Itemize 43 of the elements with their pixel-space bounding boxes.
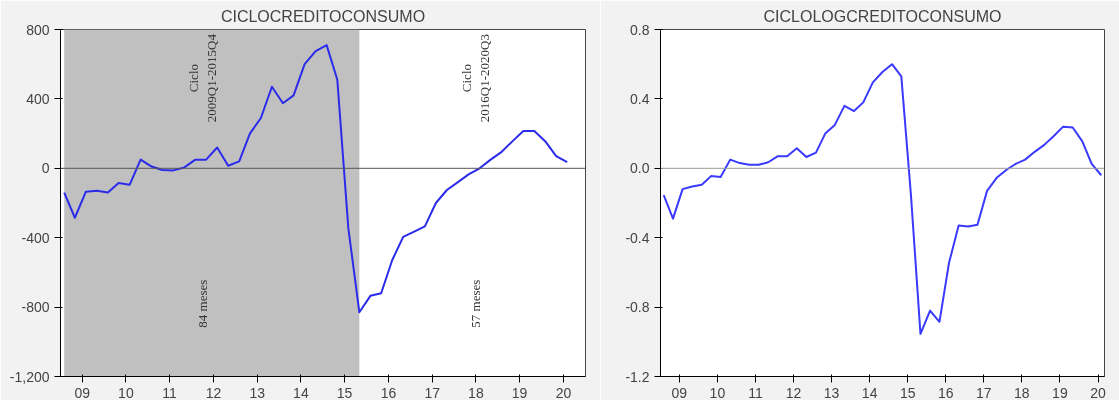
x-tick-label: 14 — [293, 384, 309, 400]
y-tick-label: 400 — [26, 90, 50, 107]
y-tick-label: -1.2 — [625, 368, 650, 385]
x-tick-label: 20 — [555, 384, 572, 400]
x-tick-label: 10 — [709, 384, 726, 400]
y-tick-label: -800 — [21, 299, 50, 316]
x-tick-label: 13 — [823, 384, 840, 400]
x-tick-label: 18 — [1014, 384, 1030, 400]
x-tick-label: 12 — [785, 384, 802, 400]
y-tick-label: -400 — [21, 229, 50, 246]
x-tick-label: 09 — [671, 384, 688, 400]
annotation: Ciclo 2009Q1-2015Q4 — [185, 33, 219, 123]
y-tick-label: 0.8 — [630, 21, 650, 38]
x-tick-label: 12 — [205, 384, 222, 400]
chart-title: CICLOCREDITOCONSUMO — [220, 7, 426, 25]
x-tick-label: 09 — [74, 384, 91, 400]
x-tick-label: 13 — [249, 384, 266, 400]
x-tick-label: 19 — [511, 384, 528, 400]
x-tick-label: 15 — [336, 384, 353, 400]
chart-title: CICLOLOGCREDITOCONSUMO — [763, 7, 1002, 25]
x-tick-label: 16 — [380, 384, 397, 400]
annotation: 57 meses — [467, 279, 483, 328]
x-tick-label: 20 — [1090, 384, 1107, 400]
x-tick-label: 15 — [899, 384, 916, 400]
y-tick-label: 800 — [26, 21, 50, 38]
y-tick-label: 0 — [41, 160, 50, 177]
y-tick-label: -1,200 — [9, 368, 50, 385]
x-tick-label: 14 — [861, 384, 878, 400]
x-tick-label: 17 — [976, 384, 992, 400]
y-tick-label: -0.4 — [625, 229, 650, 246]
x-tick-label: 11 — [162, 384, 178, 400]
x-tick-label: 17 — [424, 384, 441, 400]
x-tick-label: 11 — [748, 384, 763, 400]
line-series — [662, 63, 1103, 335]
x-tick-label: 10 — [118, 384, 134, 400]
x-tick-label: 16 — [938, 384, 954, 400]
y-tick-label: -0.8 — [625, 299, 650, 316]
x-tick-label: 18 — [468, 384, 484, 400]
y-tick-label: 0.4 — [630, 90, 650, 107]
x-tick-label: 19 — [1052, 384, 1068, 400]
y-tick-label: 0.0 — [630, 160, 650, 177]
annotation: Ciclo 2016Q1-2020Q3 — [458, 34, 492, 123]
annotation: 84 meses — [194, 279, 210, 328]
